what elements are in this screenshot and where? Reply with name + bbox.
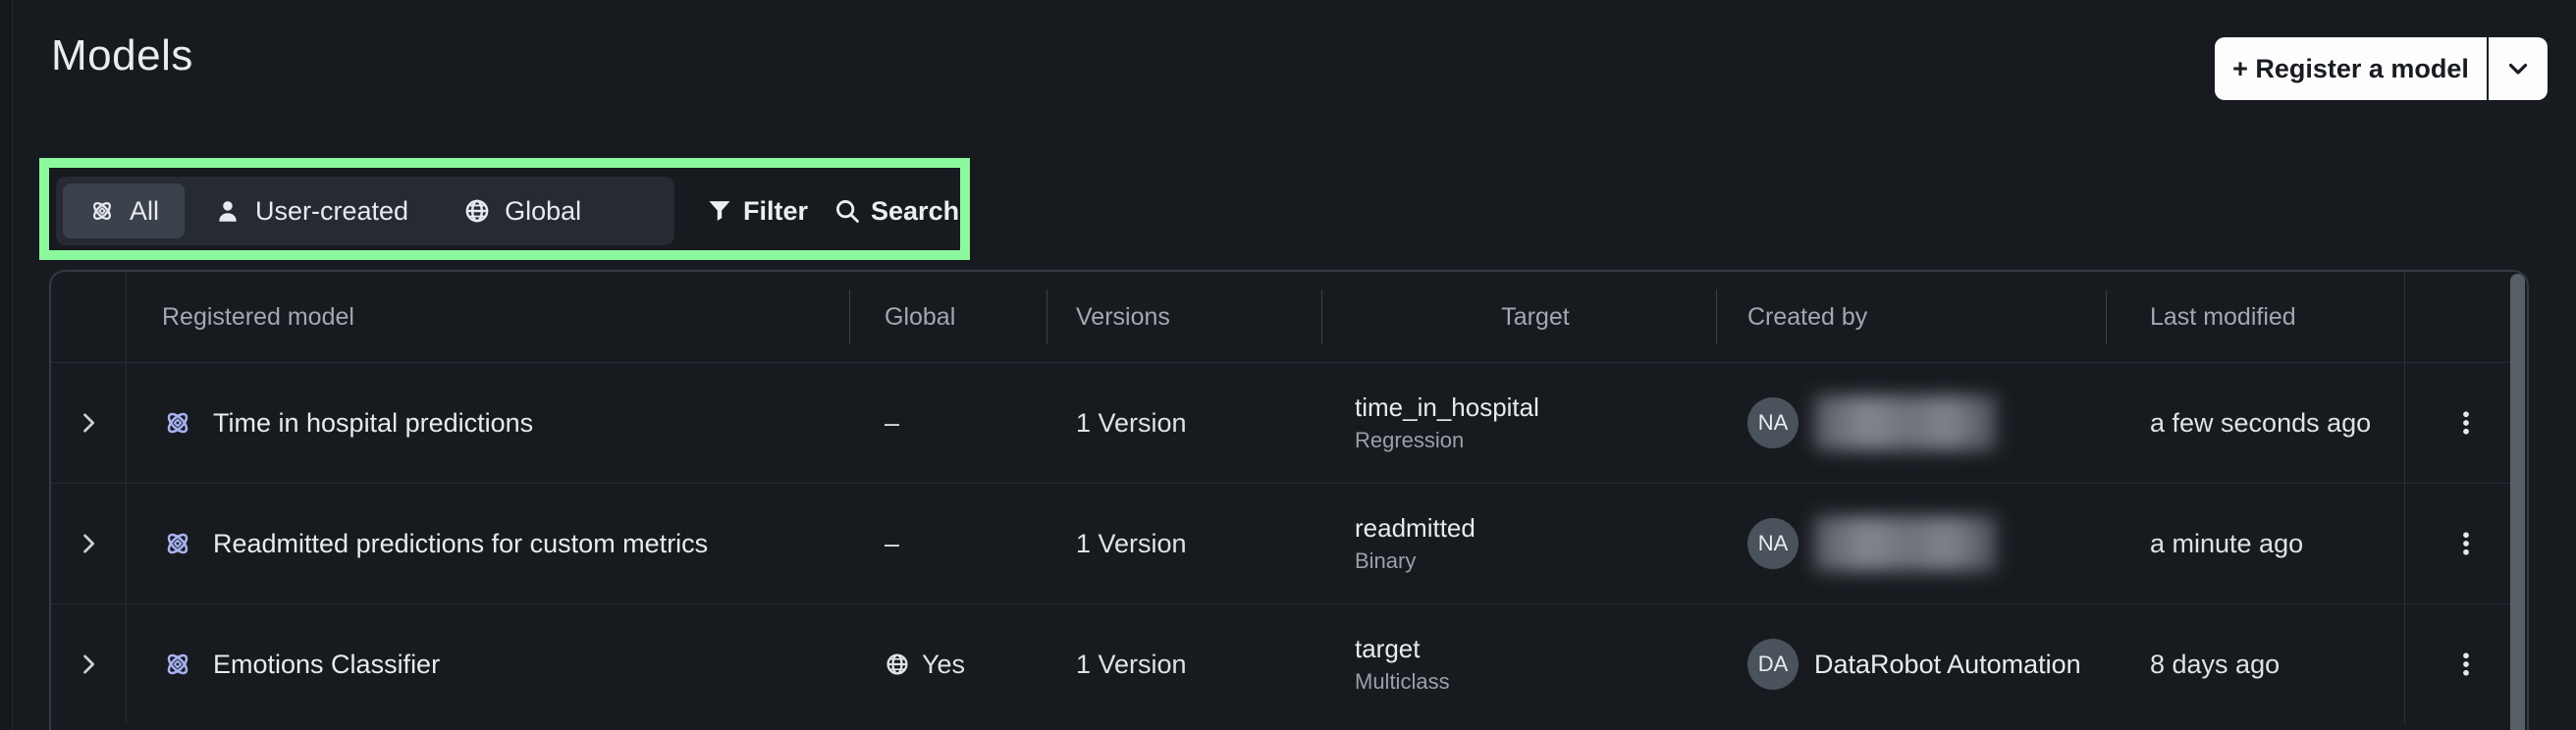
- versions-value: 1 Version: [1076, 407, 1187, 438]
- model-type-segmented-control: All User-created Global: [56, 177, 674, 245]
- segment-global[interactable]: Global: [438, 183, 607, 238]
- register-model-button[interactable]: + Register a model: [2215, 37, 2487, 100]
- chevron-down-icon: [2503, 54, 2533, 83]
- last-modified-value: a minute ago: [2150, 528, 2304, 558]
- search-icon: [833, 197, 861, 225]
- table-row[interactable]: Time in hospital predictions – 1 Version…: [51, 362, 2527, 483]
- expand-row-button[interactable]: [75, 651, 102, 678]
- filter-button[interactable]: Filter: [706, 183, 808, 238]
- expand-row-button[interactable]: [75, 409, 102, 437]
- header-created-by: Created by: [1716, 272, 2106, 362]
- avatar: DA: [1747, 639, 1798, 690]
- filter-funnel-icon: [706, 197, 733, 225]
- chevron-right-icon: [75, 409, 102, 437]
- target-name: time_in_hospital: [1355, 392, 1539, 422]
- globe-icon: [885, 652, 910, 677]
- header-last-modified: Last modified: [2106, 272, 2404, 362]
- model-name: Time in hospital predictions: [213, 407, 534, 438]
- segment-global-label: Global: [505, 195, 582, 226]
- chevron-right-icon: [75, 530, 102, 557]
- register-model-dropdown-button[interactable]: [2487, 37, 2548, 100]
- model-registry-icon: [162, 528, 193, 559]
- global-value: –: [885, 407, 900, 438]
- filter-toolbar: All User-created Global Filter Search: [56, 177, 959, 245]
- target-name: readmitted: [1355, 513, 1476, 543]
- target-type: Binary: [1355, 548, 1417, 573]
- header-registered-model: Registered model: [162, 302, 354, 331]
- model-name: Readmitted predictions for custom metric…: [213, 528, 709, 558]
- register-model-split-button: + Register a model: [2215, 37, 2548, 100]
- creator-name: DataRobot Automation: [1814, 649, 2081, 679]
- model-name: Emotions Classifier: [213, 649, 441, 679]
- header-global: Global: [849, 272, 1046, 362]
- search-button[interactable]: Search: [833, 183, 959, 238]
- target-type: Regression: [1355, 428, 1465, 452]
- filter-button-label: Filter: [743, 195, 809, 226]
- person-icon: [214, 197, 242, 225]
- row-menu-button[interactable]: [2451, 650, 2481, 679]
- segment-user-created-label: User-created: [255, 195, 409, 226]
- global-value: –: [885, 528, 900, 558]
- target-name: target: [1355, 634, 1421, 663]
- kebab-menu-icon: [2451, 650, 2481, 679]
- header-target: Target: [1321, 272, 1716, 362]
- chevron-right-icon: [75, 651, 102, 678]
- segment-all-label: All: [130, 195, 160, 226]
- global-value: Yes: [922, 649, 966, 679]
- table-row[interactable]: Emotions Classifier Yes 1 Version target…: [51, 603, 2527, 724]
- vertical-scrollbar-thumb[interactable]: [2510, 274, 2525, 730]
- kebab-menu-icon: [2451, 408, 2481, 438]
- segment-all[interactable]: All: [63, 183, 186, 238]
- expand-row-button[interactable]: [75, 530, 102, 557]
- search-button-label: Search: [871, 195, 960, 226]
- model-registry-icon: [162, 407, 193, 439]
- header-versions: Versions: [1046, 272, 1321, 362]
- last-modified-value: 8 days ago: [2150, 649, 2281, 679]
- header-expand-column: [51, 272, 127, 362]
- models-table: Registered model Global Versions Target …: [49, 270, 2529, 730]
- avatar: NA: [1747, 397, 1798, 448]
- kebab-menu-icon: [2451, 529, 2481, 558]
- versions-value: 1 Version: [1076, 649, 1187, 679]
- page-left-edge: [0, 0, 13, 730]
- avatar: NA: [1747, 518, 1798, 569]
- row-menu-button[interactable]: [2451, 408, 2481, 438]
- redacted-creator-name: [1814, 516, 1997, 571]
- model-registry-icon: [162, 649, 193, 680]
- table-header-row: Registered model Global Versions Target …: [51, 272, 2527, 362]
- table-row[interactable]: Readmitted predictions for custom metric…: [51, 483, 2527, 603]
- versions-value: 1 Version: [1076, 528, 1187, 558]
- globe-icon: [463, 197, 491, 225]
- header-actions-column: [2404, 272, 2527, 362]
- target-type: Multiclass: [1355, 669, 1450, 694]
- redacted-creator-name: [1814, 395, 1997, 450]
- model-registry-icon: [88, 197, 116, 225]
- segment-user-created[interactable]: User-created: [188, 183, 434, 238]
- last-modified-value: a few seconds ago: [2150, 407, 2372, 438]
- page-title: Models: [51, 31, 193, 79]
- row-menu-button[interactable]: [2451, 529, 2481, 558]
